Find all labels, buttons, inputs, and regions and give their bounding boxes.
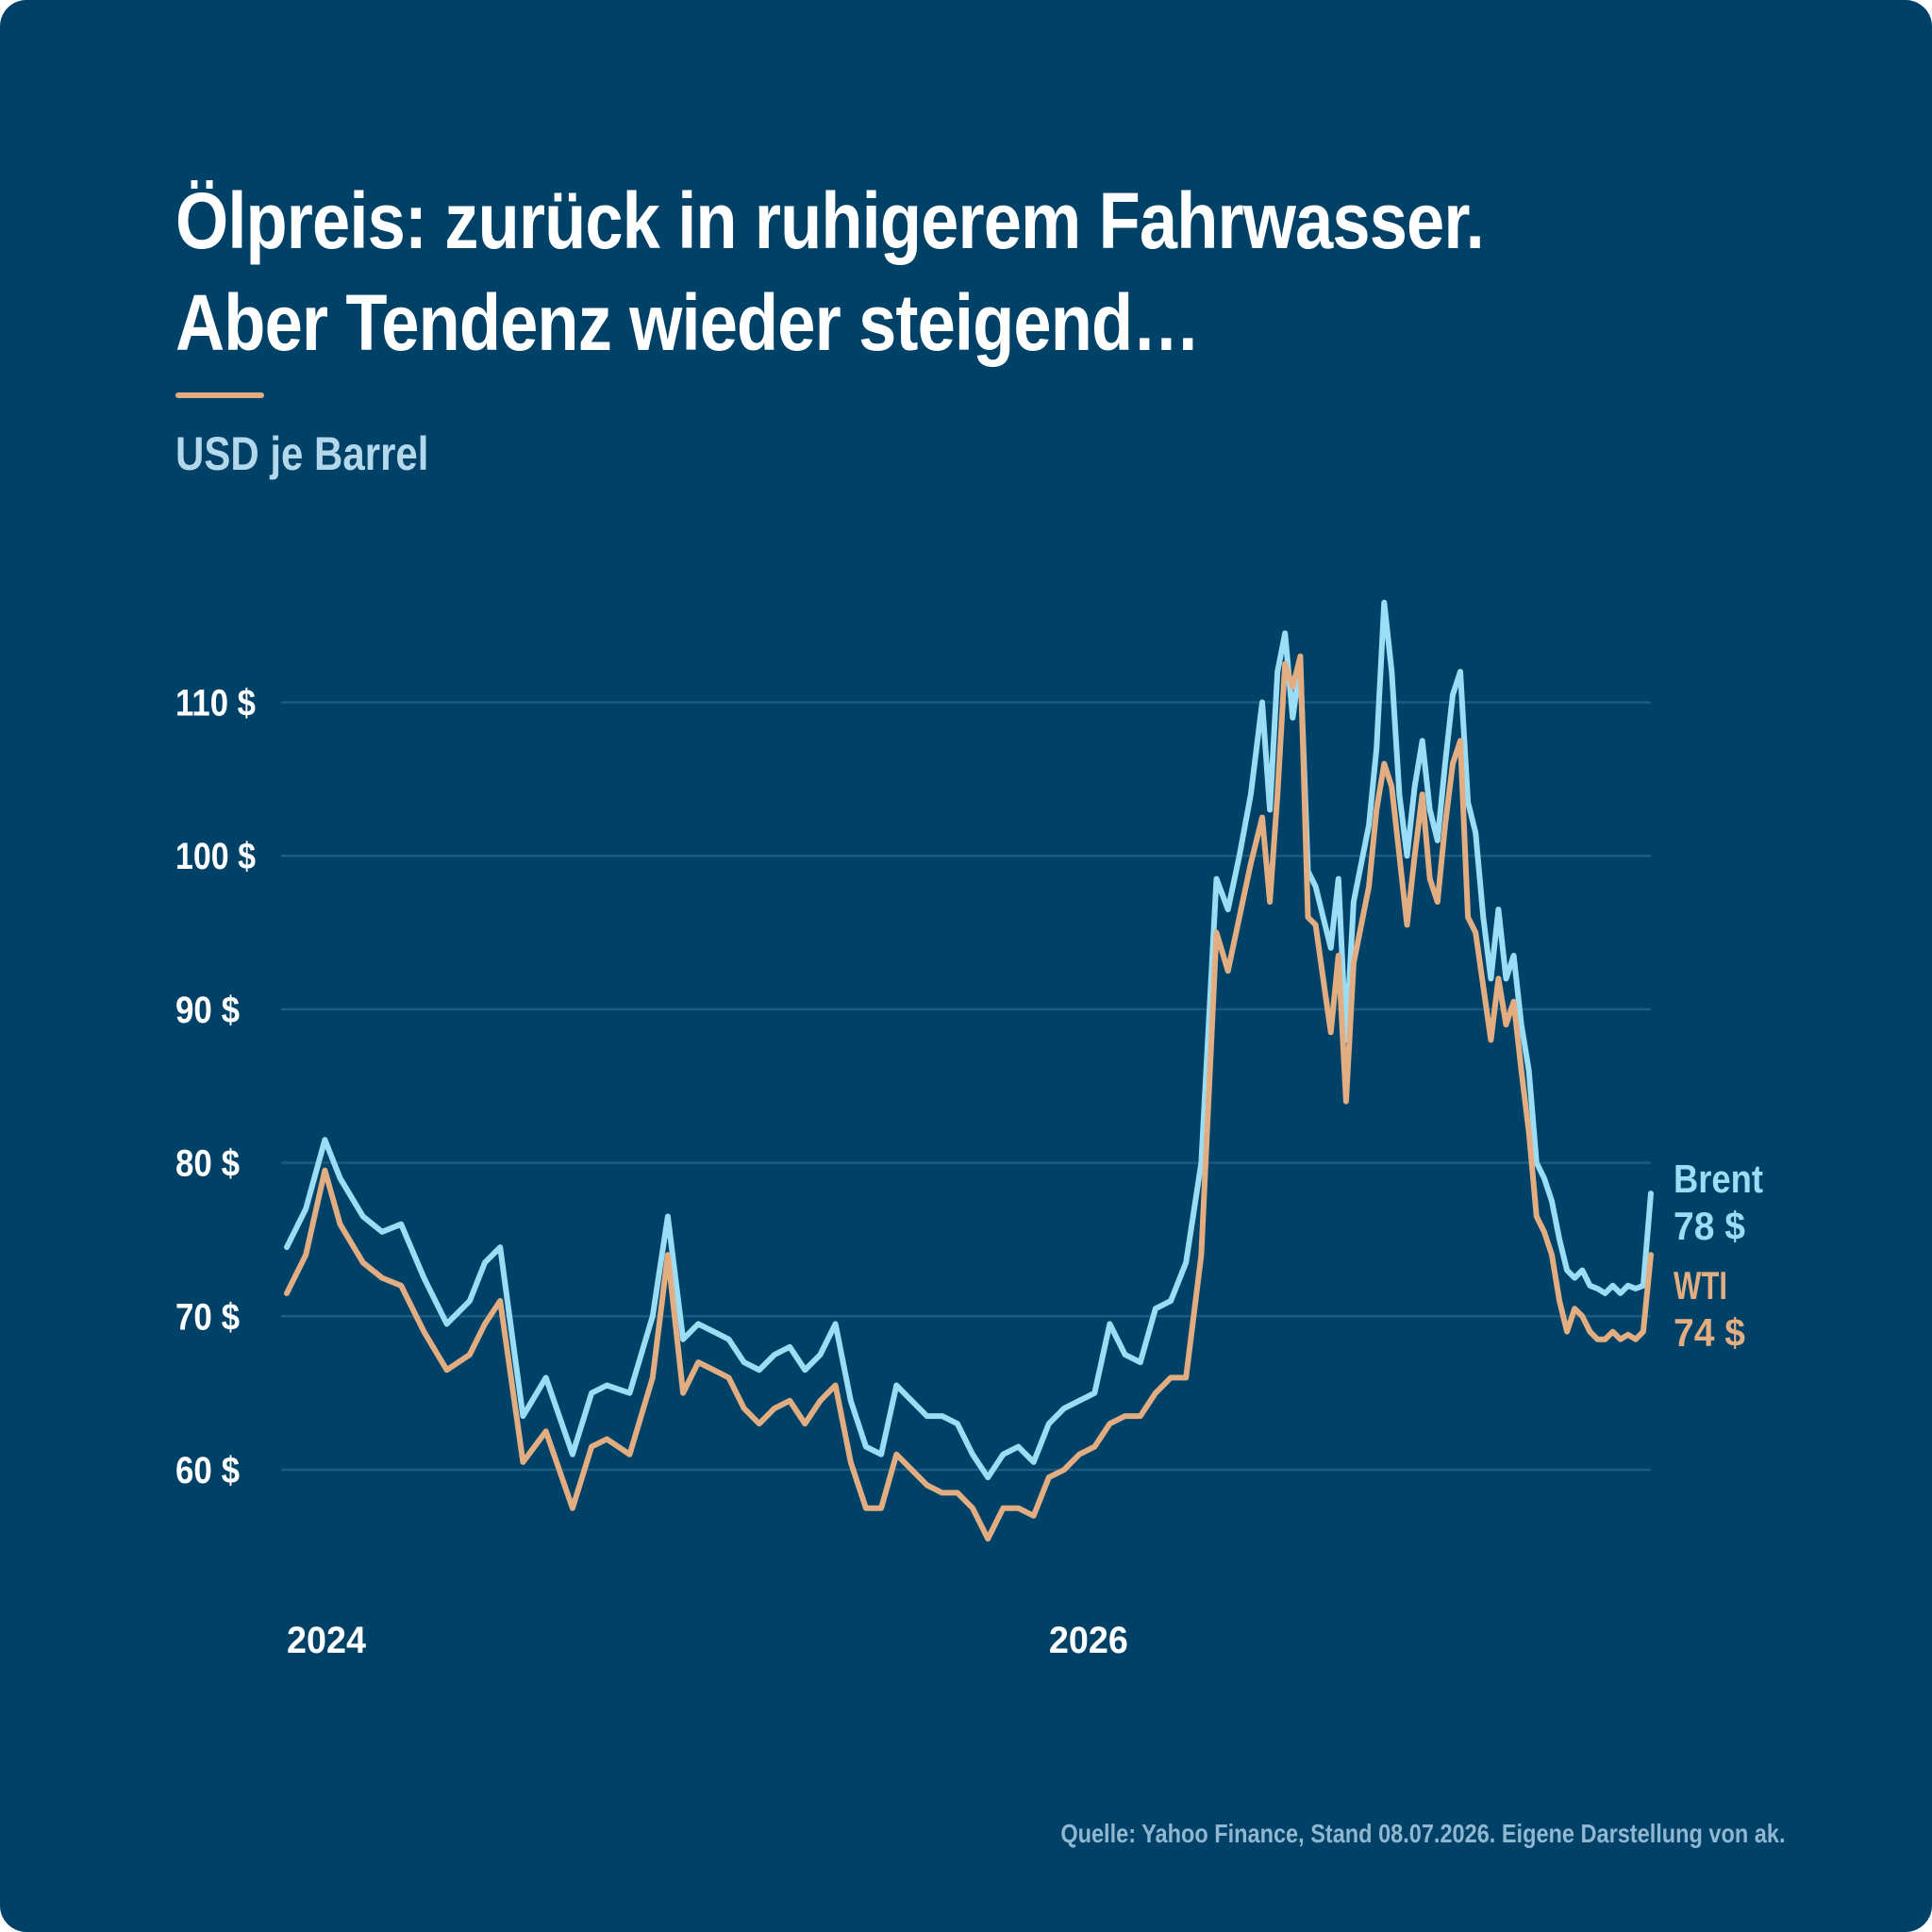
gridlines xyxy=(281,701,1651,1472)
y-tick-label: 90 $ xyxy=(175,990,240,1031)
series-value-label: 78 $ xyxy=(1674,1204,1745,1248)
source-note: Quelle: Yahoo Finance, Stand 08.07.2026.… xyxy=(1059,1819,1785,1848)
y-tick-label: 70 $ xyxy=(175,1296,240,1338)
x-tick-label: 2026 xyxy=(1049,1620,1128,1661)
series-lines xyxy=(284,599,1654,1542)
unit-label: USD je Barrel xyxy=(175,427,429,480)
accent-rule xyxy=(175,392,264,398)
x-axis-ticks: 2024 2026 xyxy=(287,1620,1128,1661)
series-line-brent xyxy=(284,599,1654,1481)
series-name-label: WTI xyxy=(1674,1263,1727,1307)
y-tick-label: 100 $ xyxy=(175,836,256,877)
y-tick-label: 80 $ xyxy=(175,1143,240,1185)
series-line-wti xyxy=(284,653,1654,1542)
x-tick-label: 2024 xyxy=(287,1620,367,1661)
y-tick-label: 110 $ xyxy=(175,683,256,724)
series-name-label: Brent xyxy=(1674,1157,1763,1201)
title-line-2: Aber Tendenz wieder steigend… xyxy=(175,278,1200,367)
title-line-1: Ölpreis: zurück in ruhigerem Fahrwasser. xyxy=(175,176,1485,265)
chart-title: Ölpreis: zurück in ruhigerem Fahrwasser.… xyxy=(175,170,1636,374)
y-axis-ticks: 60 $ 70 $ 80 $ 90 $ 100 $ 110 $ xyxy=(175,683,256,1492)
y-tick-label: 60 $ xyxy=(175,1450,240,1491)
series-value-label: 74 $ xyxy=(1674,1310,1745,1355)
